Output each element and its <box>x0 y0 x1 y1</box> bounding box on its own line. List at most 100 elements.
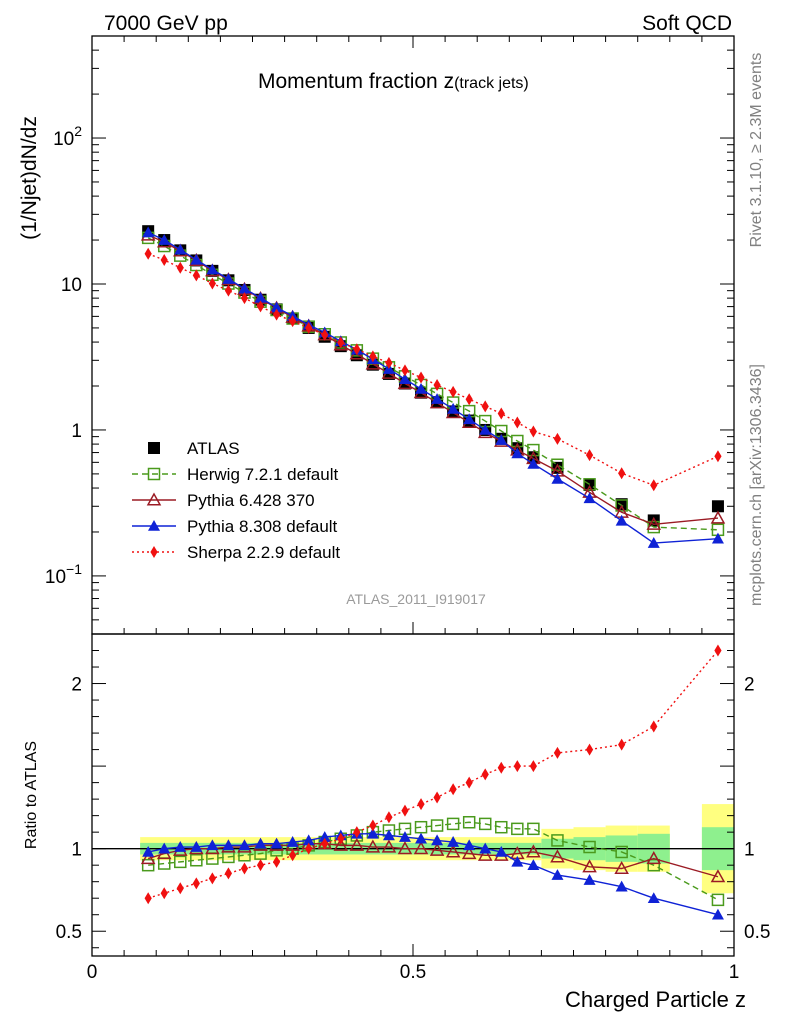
point-sherpa-2-2-9-default <box>401 364 409 377</box>
y-tick-label-base: 1 <box>71 421 82 442</box>
y-tick-label-base: 10 <box>53 129 74 150</box>
ratio-point-pythia-8-308-default <box>711 908 724 920</box>
ratio-point-sherpa-2-2-9-default <box>529 760 537 773</box>
ratio-point-pythia-6-428-370 <box>381 839 397 853</box>
ratio-point-pythia-8-308-default <box>551 869 564 880</box>
point-sherpa-2-2-9-default <box>272 308 281 321</box>
point-sherpa-2-2-9-default <box>585 449 594 462</box>
ratio-point-pythia-6-428-370 <box>140 851 156 865</box>
point-pythia-8-308-default <box>431 393 444 404</box>
ratio-point-sherpa-2-2-9-default <box>272 855 281 868</box>
point-pythia-8-308-default <box>206 263 219 275</box>
point-sherpa-2-2-9-default <box>417 371 425 384</box>
ratio-point-pythia-8-308-default <box>270 837 283 849</box>
legend-label-herwig-7-2-1-default: Herwig 7.2.1 default <box>187 465 338 484</box>
y-tick-label-1: 1 <box>71 421 82 442</box>
point-sherpa-2-2-9-default <box>337 336 345 349</box>
ratio-point-pythia-8-308-default <box>527 859 540 870</box>
ratio-point-pythia-8-308-default <box>254 837 267 849</box>
legend-label-atlas: ATLAS <box>187 439 240 458</box>
point-pythia-8-308-default <box>415 382 428 394</box>
legend: ATLAS Herwig 7.2.1 default Pythia 6.428 37… <box>132 439 340 562</box>
ratio-point-sherpa-2-2-9-default <box>353 826 361 839</box>
ratio-point-herwig-7-2-1-default <box>495 820 508 834</box>
ratio-point-sherpa-2-2-9-default <box>401 804 409 817</box>
ratio-point-sherpa-2-2-9-default <box>433 791 441 804</box>
ratio-point-pythia-8-308-default <box>479 842 492 854</box>
point-pythia-8-308-default <box>174 243 187 255</box>
ratio-point-herwig-7-2-1-default <box>141 858 155 872</box>
ratio-point-herwig-7-2-1-default <box>462 815 476 829</box>
ratio-point-sherpa-2-2-9-default <box>321 837 329 850</box>
header-left: 7000 GeV pp <box>104 12 228 35</box>
legend-marker-herwig-7-2-1-default <box>147 467 161 481</box>
point-pythia-8-308-default <box>479 423 492 435</box>
ratio-point-pythia-8-308-default <box>302 834 315 846</box>
ratio-point-sherpa-2-2-9-default <box>714 644 722 657</box>
legend-label-pythia-6-428-370: Pythia 6.428 370 <box>187 491 315 510</box>
y-tick-label-exponent: −1 <box>66 561 82 577</box>
ratio-point-sherpa-2-2-9-default <box>585 743 594 756</box>
ratio-point-pythia-6-428-370 <box>365 839 381 853</box>
ratio-y-axis-label: Ratio to ATLAS <box>23 741 40 849</box>
ratio-point-sherpa-2-2-9-default <box>160 887 168 900</box>
ratio-point-sherpa-2-2-9-default <box>289 849 297 862</box>
point-pythia-8-308-default <box>398 373 411 385</box>
y-tick-label-base: 10 <box>45 567 66 588</box>
ratio-point-herwig-7-2-1-default <box>414 820 428 834</box>
point-herwig-7-2-1-default <box>511 434 524 448</box>
point-pythia-8-308-default <box>158 234 171 245</box>
ratio-point-pythia-8-308-default <box>142 845 155 857</box>
point-sherpa-2-2-9-default <box>176 261 184 274</box>
point-sherpa-2-2-9-default <box>481 400 489 413</box>
point-sherpa-2-2-9-default <box>192 269 200 282</box>
point-sherpa-2-2-9-default <box>529 425 537 438</box>
ratio-point-pythia-8-308-default <box>647 892 660 904</box>
point-sherpa-2-2-9-default <box>714 450 722 463</box>
ratio-point-herwig-7-2-1-default <box>446 817 460 831</box>
point-atlas <box>711 500 724 513</box>
ratio-tick-label-right-0: 0.5 <box>744 922 770 943</box>
point-pythia-8-308-default <box>238 282 251 294</box>
point-pythia-8-308-default <box>511 447 524 459</box>
ratio-point-herwig-7-2-1-default <box>647 858 660 872</box>
legend-marker-atlas <box>148 442 160 454</box>
ratio-point-sherpa-2-2-9-default <box>553 746 562 759</box>
ratio-point-sherpa-2-2-9-default <box>513 760 521 773</box>
ratio-point-pythia-8-308-default <box>206 839 219 851</box>
ratio-frame <box>91 633 735 957</box>
point-sherpa-2-2-9-default <box>385 356 393 369</box>
ratio-point-herwig-7-2-1-default <box>527 822 540 836</box>
point-pythia-8-308-default <box>551 472 564 484</box>
point-sherpa-2-2-9-default <box>497 407 505 420</box>
mcplots-label: mcplots.cern.ch [arXiv:1306.3436] <box>748 364 765 606</box>
ratio-point-herwig-7-2-1-default <box>190 853 203 867</box>
ratio-panel: 0 0.5 10.5 0.51 12 2 <box>56 633 770 983</box>
ratio-point-sherpa-2-2-9-default <box>369 819 377 832</box>
point-pythia-8-308-default <box>254 291 267 303</box>
point-herwig-7-2-1-default <box>551 458 564 472</box>
ratio-point-pythia-6-428-370 <box>333 837 349 851</box>
ratio-tick-label-right-2: 2 <box>744 675 755 696</box>
legend-marker-pythia-8-308-default <box>148 520 160 531</box>
point-sherpa-2-2-9-default <box>208 277 216 290</box>
ratio-point-herwig-7-2-1-default <box>551 834 564 847</box>
point-herwig-7-2-1-default <box>527 443 540 457</box>
legend-marker-pythia-6-428-370 <box>146 492 162 506</box>
ratio-point-sherpa-2-2-9-default <box>224 867 233 880</box>
point-pythia-6-428-370 <box>646 516 662 530</box>
ratio-point-pythia-6-428-370 <box>429 842 445 856</box>
point-sherpa-2-2-9-default <box>321 328 329 341</box>
ratio-point-sherpa-2-2-9-default <box>305 842 313 855</box>
x-tick-label-1: 0.5 <box>400 962 426 983</box>
point-pythia-8-308-default <box>447 402 460 414</box>
point-pythia-8-308-default <box>190 253 203 265</box>
ratio-point-pythia-8-308-default <box>190 841 203 852</box>
ratio-point-sherpa-2-2-9-default <box>417 798 425 811</box>
point-sherpa-2-2-9-default <box>224 284 233 297</box>
ratio-tick-label-right-1: 1 <box>744 840 755 861</box>
point-sherpa-2-2-9-default <box>289 315 297 328</box>
ratio-point-pythia-6-428-370 <box>582 859 597 873</box>
